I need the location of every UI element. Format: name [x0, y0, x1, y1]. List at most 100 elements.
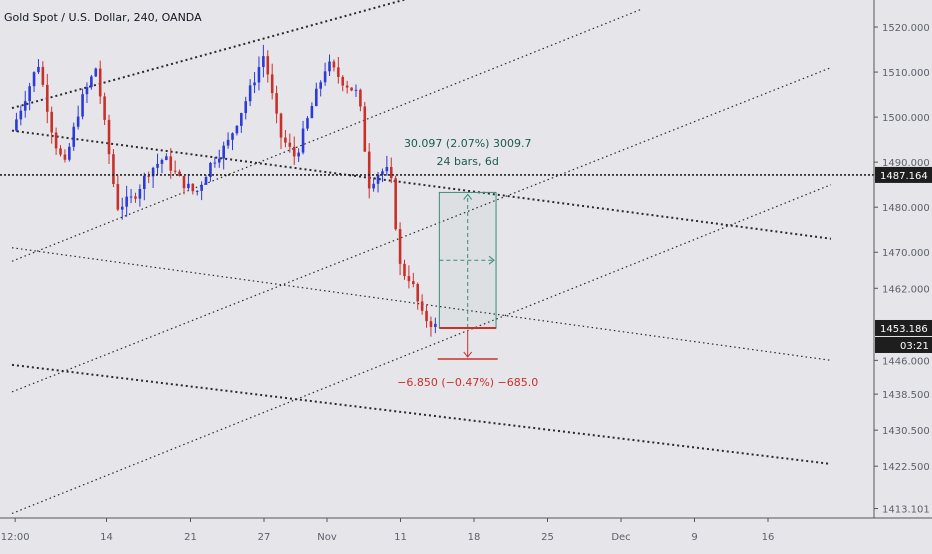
candle[interactable] — [116, 175, 120, 212]
candle[interactable] — [19, 105, 23, 126]
candle[interactable] — [85, 82, 89, 104]
candle[interactable] — [337, 56, 340, 84]
candle[interactable] — [90, 74, 93, 90]
candle[interactable] — [363, 101, 367, 153]
candle[interactable] — [279, 112, 283, 149]
candle[interactable] — [41, 61, 45, 87]
candle[interactable] — [425, 304, 428, 328]
candle[interactable] — [262, 44, 265, 78]
candle[interactable] — [398, 222, 402, 276]
candle[interactable] — [81, 88, 84, 120]
candle[interactable] — [129, 188, 133, 204]
candle[interactable] — [310, 102, 314, 119]
candle[interactable] — [389, 157, 393, 184]
candle[interactable] — [275, 85, 278, 124]
candle[interactable] — [412, 272, 415, 288]
candle[interactable] — [23, 90, 27, 118]
candle[interactable] — [169, 148, 173, 179]
candle[interactable] — [143, 172, 146, 201]
candle[interactable] — [160, 158, 164, 174]
candle[interactable] — [354, 84, 358, 97]
candle[interactable] — [76, 105, 80, 130]
candle[interactable] — [72, 122, 76, 151]
candle[interactable] — [178, 169, 181, 177]
candle[interactable] — [112, 149, 115, 188]
candle[interactable] — [37, 59, 40, 75]
candle[interactable] — [266, 50, 270, 83]
candle[interactable] — [332, 59, 336, 72]
candle[interactable] — [165, 153, 168, 161]
trendline-6[interactable] — [11, 247, 832, 361]
candle[interactable] — [63, 149, 67, 163]
trendline-2[interactable] — [11, 8, 643, 262]
candle[interactable] — [292, 136, 296, 165]
candle[interactable] — [341, 75, 345, 92]
candle[interactable] — [120, 197, 124, 220]
candle[interactable] — [314, 82, 318, 107]
candle[interactable] — [204, 175, 208, 185]
candle[interactable] — [195, 190, 199, 196]
trendline-1[interactable] — [11, 0, 632, 110]
candle[interactable] — [297, 148, 300, 162]
candle[interactable] — [288, 133, 292, 153]
candle[interactable] — [270, 63, 274, 100]
candle[interactable] — [50, 106, 53, 144]
time-axis-panel[interactable] — [0, 518, 932, 550]
candle[interactable] — [253, 71, 256, 94]
candle[interactable] — [376, 172, 380, 193]
candle[interactable] — [434, 317, 437, 334]
candle[interactable] — [94, 67, 98, 78]
candle[interactable] — [217, 149, 221, 168]
candle[interactable] — [28, 82, 31, 111]
candle[interactable] — [248, 79, 252, 107]
candle[interactable] — [257, 56, 261, 91]
candle[interactable] — [15, 112, 18, 132]
candle[interactable] — [103, 92, 106, 126]
trendline-3[interactable] — [11, 67, 832, 393]
candle[interactable] — [323, 62, 327, 86]
candle[interactable] — [191, 183, 195, 195]
candle[interactable] — [328, 54, 331, 76]
candle[interactable] — [59, 145, 62, 157]
candle[interactable] — [235, 125, 239, 136]
candle[interactable] — [306, 116, 309, 131]
candle[interactable] — [222, 141, 225, 170]
candle[interactable] — [138, 184, 142, 207]
candle[interactable] — [403, 259, 406, 280]
candle[interactable] — [416, 282, 420, 310]
candle[interactable] — [367, 143, 371, 199]
candle[interactable] — [173, 160, 177, 175]
candle[interactable] — [394, 175, 397, 231]
measure-tool[interactable]: 30.097 (2.07%) 3009.7 24 bars, 6d −6.850 (… — [397, 137, 538, 389]
candle[interactable] — [226, 132, 230, 149]
candle[interactable] — [200, 181, 203, 201]
candle[interactable] — [45, 73, 49, 124]
candle[interactable] — [301, 120, 305, 155]
candle[interactable] — [420, 294, 424, 315]
candle[interactable] — [350, 87, 353, 92]
candle[interactable] — [429, 316, 433, 337]
candle[interactable] — [284, 129, 287, 148]
candle[interactable] — [151, 166, 155, 188]
candle[interactable] — [156, 153, 159, 175]
trendline-4[interactable] — [11, 184, 832, 515]
candle[interactable] — [107, 114, 111, 165]
candle[interactable] — [372, 177, 375, 192]
candle[interactable] — [147, 171, 151, 184]
candle[interactable] — [54, 127, 58, 155]
candle[interactable] — [187, 173, 190, 190]
candle[interactable] — [240, 112, 243, 133]
candle[interactable] — [98, 60, 102, 105]
candle[interactable] — [32, 71, 36, 93]
candle[interactable] — [231, 132, 234, 151]
candle[interactable] — [345, 80, 349, 94]
price-axis-panel[interactable] — [874, 0, 932, 550]
candle[interactable] — [182, 175, 186, 195]
candle[interactable] — [134, 192, 137, 203]
candle[interactable] — [385, 155, 389, 176]
candle[interactable] — [407, 265, 411, 289]
candle[interactable] — [319, 80, 322, 97]
candle[interactable] — [381, 168, 384, 183]
candle[interactable] — [125, 185, 128, 217]
